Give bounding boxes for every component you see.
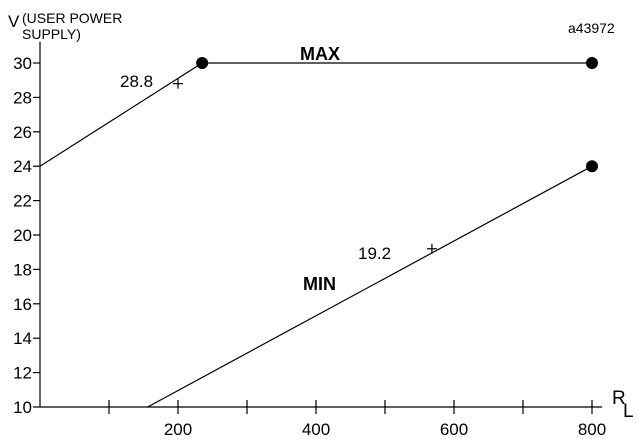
figure-code: a43972 xyxy=(568,20,615,36)
x-axis-label: R xyxy=(612,388,626,409)
x-tick-label: 200 xyxy=(164,420,192,439)
series-marker-max xyxy=(586,57,598,69)
x-axis-label-subscript: L xyxy=(623,401,634,422)
y-tick-label: 12 xyxy=(13,364,32,383)
x-tick-label: 800 xyxy=(578,420,606,439)
series-marker-max xyxy=(196,57,209,69)
y-tick-label: 28 xyxy=(13,88,32,107)
y-axis-label-note-line1: (USER POWER xyxy=(22,10,122,26)
y-tick-label: 14 xyxy=(13,329,32,348)
series-label-max: MAX xyxy=(300,44,340,64)
y-tick-label: 18 xyxy=(13,260,32,279)
y-axis-ticks: 10 12 14 16 18 20 22 24 26 28 30 xyxy=(13,54,40,417)
y-tick-label: 26 xyxy=(13,123,32,142)
y-tick-label: 30 xyxy=(13,54,32,73)
series-label-min: MIN xyxy=(303,274,336,294)
chart-series: MAX MIN xyxy=(39,44,598,408)
y-axis-label: V xyxy=(8,12,20,31)
y-tick-label: 20 xyxy=(13,226,32,245)
y-tick-label: 22 xyxy=(13,192,32,211)
series-line-min xyxy=(147,165,593,408)
annotation-label: 19.2 xyxy=(358,244,391,263)
y-tick-label: 10 xyxy=(13,398,32,417)
y-tick-label: 24 xyxy=(13,157,32,176)
chart-axes xyxy=(39,41,602,408)
series-marker-min xyxy=(586,160,598,173)
y-tick-label: 16 xyxy=(13,295,32,314)
x-tick-label: 400 xyxy=(302,420,330,439)
annotation-label: 28.8 xyxy=(120,72,153,91)
chart-annotations: 28.8 19.2 xyxy=(120,72,437,263)
x-axis-ticks: 200 400 600 800 xyxy=(108,400,606,439)
y-axis-label-note-line2: SUPPLY) xyxy=(22,26,81,42)
x-tick-label: 600 xyxy=(440,420,468,439)
